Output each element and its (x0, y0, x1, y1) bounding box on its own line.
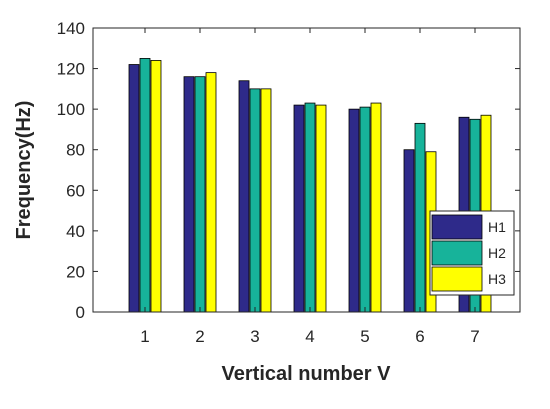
legend-label-h2: H2 (488, 245, 506, 261)
x-tick-label: 4 (305, 327, 314, 346)
bar-h1-6 (403, 149, 415, 313)
bar-h1-2 (183, 76, 195, 313)
y-axis: 0 20 40 60 80 100 120 140 (57, 19, 520, 322)
legend-swatch-h3 (431, 266, 483, 292)
bar-h2-4 (304, 102, 316, 313)
legend: H1 H2 H3 (429, 210, 515, 296)
bar-h1-3 (238, 80, 250, 313)
bar-h2-1 (139, 58, 151, 313)
legend-swatch-h2 (431, 240, 483, 266)
x-axis-title: Vertical number V (222, 363, 392, 385)
legend-swatch-h1 (431, 214, 483, 240)
legend-label-h1: H1 (488, 219, 506, 235)
bar-h3-4 (315, 104, 327, 313)
legend-label-h3: H3 (488, 271, 506, 287)
bar-h2-3 (249, 88, 261, 313)
y-tick-label: 20 (66, 262, 85, 281)
bar-h3-1 (150, 60, 162, 313)
x-tick-label: 5 (360, 327, 369, 346)
x-tick-label: 3 (250, 327, 259, 346)
bar-h1-5 (348, 108, 360, 313)
x-tick-label: 7 (470, 327, 479, 346)
bar-h1-1 (128, 64, 140, 313)
y-tick-label: 140 (57, 19, 85, 38)
x-axis: 1 2 3 4 5 6 7 (140, 28, 480, 346)
plot-frame (92, 27, 521, 313)
bar-h2-2 (194, 76, 206, 313)
y-tick-label: 80 (66, 141, 85, 160)
y-tick-label: 60 (66, 181, 85, 200)
x-tick-label: 1 (140, 327, 149, 346)
bar-h3-2 (205, 72, 217, 313)
bar-h3-3 (260, 88, 272, 313)
bar-h2-6 (414, 122, 426, 313)
y-tick-label: 120 (57, 60, 85, 79)
x-tick-label: 6 (415, 327, 424, 346)
y-tick-label: 100 (57, 100, 85, 119)
y-axis-title: Frequency(Hz) (13, 101, 35, 240)
x-tick-label: 2 (195, 327, 204, 346)
bar-h2-5 (359, 106, 371, 313)
y-tick-label: 0 (76, 303, 85, 322)
bar-h1-4 (293, 104, 305, 313)
bar-h3-5 (370, 102, 382, 313)
y-tick-label: 40 (66, 222, 85, 241)
